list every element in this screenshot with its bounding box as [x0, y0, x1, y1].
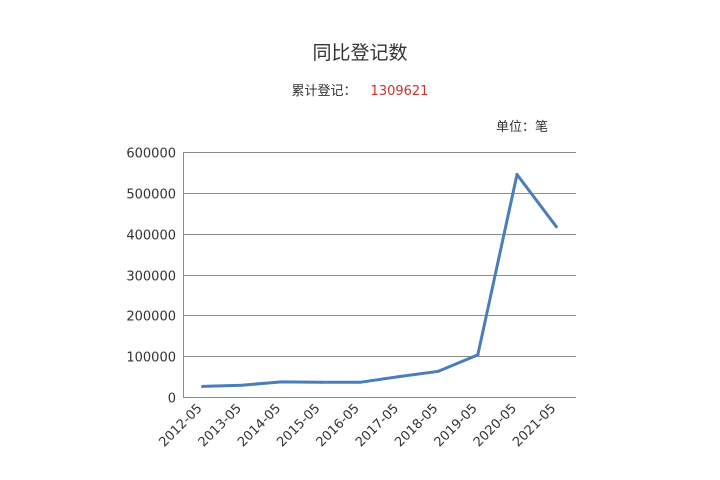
y-tick-label: 400000	[126, 229, 176, 244]
y-tick-label: 0	[168, 392, 176, 407]
y-tick-label: 200000	[126, 310, 176, 325]
data-point	[397, 375, 401, 379]
cumulative-label: 累计登记：	[291, 84, 357, 99]
data-point	[240, 383, 244, 387]
chart-title: 同比登记数	[312, 42, 408, 64]
cumulative-value: 1309621	[370, 84, 429, 99]
unit-label: 单位：笔	[496, 120, 549, 135]
series-line	[201, 173, 558, 388]
y-axis-ticks: 0 100000 200000 300000 400000 500000 600000	[126, 147, 176, 407]
grid-lines	[183, 152, 576, 398]
x-axis-ticks: 2012-052013-052014-052015-052016-052017-…	[156, 401, 559, 450]
x-tick-label: 2021-05	[510, 401, 559, 450]
y-tick-label: 500000	[126, 188, 176, 203]
data-point	[515, 173, 519, 176]
series-layer	[201, 173, 558, 388]
data-point	[201, 384, 205, 388]
y-tick-label: 100000	[126, 351, 176, 366]
data-point	[554, 225, 558, 229]
y-tick-label: 300000	[126, 270, 176, 285]
data-point	[358, 380, 362, 384]
cumulative-registrations: 累计登记： 1309621	[0, 80, 720, 99]
data-point	[476, 353, 480, 357]
y-tick-label: 600000	[126, 147, 176, 162]
data-point	[279, 380, 283, 384]
data-point	[436, 369, 440, 373]
data-point	[319, 380, 322, 384]
